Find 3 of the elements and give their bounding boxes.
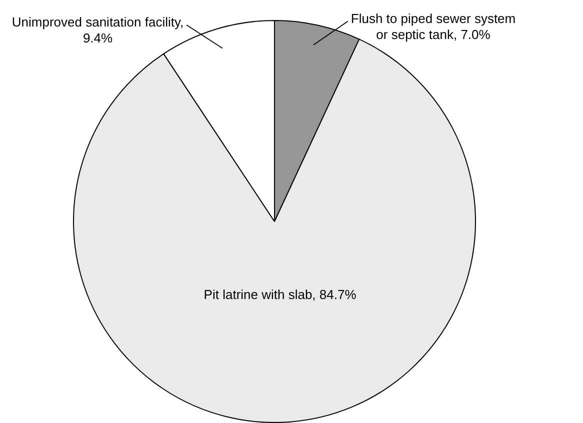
slice-label: Flush to piped sewer system or septic tank, 7.0% [350, 10, 516, 42]
slice-label: Pit latrine with slab, 84.7% [204, 287, 357, 302]
slice-label: Unimproved sanitation facility, 9.4% [12, 14, 184, 46]
